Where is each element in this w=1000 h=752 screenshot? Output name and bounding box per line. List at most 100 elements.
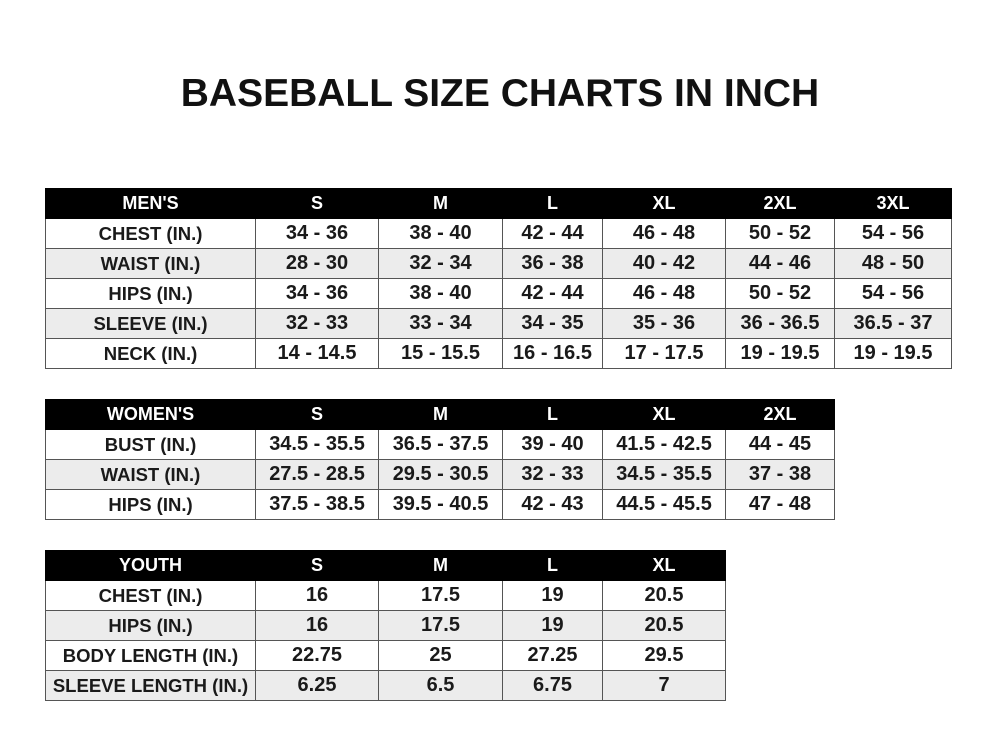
size-header: L	[502, 188, 603, 219]
size-value: 19 - 19.5	[725, 338, 835, 369]
page-title: BASEBALL SIZE CHARTS IN INCH	[180, 72, 820, 115]
size-value: 16 - 16.5	[502, 338, 603, 369]
table-row: HIPS (IN.) 37.5 - 38.5 39.5 - 40.5 42 - 43 4…	[45, 489, 835, 520]
youth-size-table: YOUTH S M L XL CHEST (IN.) 16 17.5 19 20.5 HIPS (I…	[45, 550, 726, 701]
size-value: 19	[502, 580, 603, 611]
size-header: M	[378, 188, 503, 219]
size-value: 36 - 38	[502, 248, 603, 279]
header-row: YOUTH S M L XL	[45, 550, 726, 581]
size-header: L	[502, 399, 603, 430]
measurement-label: SLEEVE LENGTH (IN.)	[45, 670, 256, 701]
measurement-label: BUST (IN.)	[45, 429, 256, 460]
measurement-label: HIPS (IN.)	[45, 610, 256, 641]
table-row: CHEST (IN.) 34 - 36 38 - 40 42 - 44 46 - 48 5…	[45, 218, 952, 249]
size-value: 44 - 45	[725, 429, 835, 460]
size-value: 34.5 - 35.5	[255, 429, 379, 460]
size-value: 15 - 15.5	[378, 338, 503, 369]
size-header: 2XL	[725, 188, 835, 219]
table-row: CHEST (IN.) 16 17.5 19 20.5	[45, 580, 726, 611]
size-value: 17.5	[378, 580, 503, 611]
measurement-label: CHEST (IN.)	[45, 580, 256, 611]
mens-size-table: MEN'S S M L XL 2XL 3XL CHEST (IN.) 34 - 36 38 - 4…	[45, 188, 952, 369]
size-value: 6.25	[255, 670, 379, 701]
table-row: HIPS (IN.) 34 - 36 38 - 40 42 - 44 46 - 48 50…	[45, 278, 952, 309]
size-value: 42 - 44	[502, 218, 603, 249]
header-row: WOMEN'S S M L XL 2XL	[45, 399, 835, 430]
measurement-label: HIPS (IN.)	[45, 278, 256, 309]
size-header: 2XL	[725, 399, 835, 430]
size-value: 19 - 19.5	[834, 338, 952, 369]
size-value: 50 - 52	[725, 218, 835, 249]
size-value: 54 - 56	[834, 218, 952, 249]
size-header: S	[255, 188, 379, 219]
size-value: 34 - 36	[255, 278, 379, 309]
size-header: 3XL	[834, 188, 952, 219]
size-value: 7	[602, 670, 726, 701]
size-value: 42 - 43	[502, 489, 603, 520]
size-value: 27.5 - 28.5	[255, 459, 379, 490]
size-value: 40 - 42	[602, 248, 726, 279]
size-value: 36 - 36.5	[725, 308, 835, 339]
size-header: S	[255, 550, 379, 581]
size-value: 35 - 36	[602, 308, 726, 339]
size-value: 42 - 44	[502, 278, 603, 309]
size-value: 29.5	[602, 640, 726, 671]
size-value: 44 - 46	[725, 248, 835, 279]
table-row: BODY LENGTH (IN.) 22.75 25 27.25 29.5	[45, 640, 726, 671]
size-value: 37.5 - 38.5	[255, 489, 379, 520]
size-value: 41.5 - 42.5	[602, 429, 726, 460]
size-value: 36.5 - 37	[834, 308, 952, 339]
size-header: M	[378, 399, 503, 430]
size-header: XL	[602, 550, 726, 581]
size-value: 17 - 17.5	[602, 338, 726, 369]
womens-size-table: WOMEN'S S M L XL 2XL BUST (IN.) 34.5 - 35.5 36.5…	[45, 399, 835, 520]
table-row: WAIST (IN.) 28 - 30 32 - 34 36 - 38 40 - 42 4…	[45, 248, 952, 279]
table-row: HIPS (IN.) 16 17.5 19 20.5	[45, 610, 726, 641]
header-row: MEN'S S M L XL 2XL 3XL	[45, 188, 952, 219]
size-value: 20.5	[602, 580, 726, 611]
size-value: 29.5 - 30.5	[378, 459, 503, 490]
measurement-label: CHEST (IN.)	[45, 218, 256, 249]
size-value: 20.5	[602, 610, 726, 641]
table-row: SLEEVE LENGTH (IN.) 6.25 6.5 6.75 7	[45, 670, 726, 701]
size-value: 19	[502, 610, 603, 641]
category-header: MEN'S	[45, 188, 256, 219]
table-row: SLEEVE (IN.) 32 - 33 33 - 34 34 - 35 35 - 36…	[45, 308, 952, 339]
size-value: 6.5	[378, 670, 503, 701]
size-value: 46 - 48	[602, 278, 726, 309]
measurement-label: BODY LENGTH (IN.)	[45, 640, 256, 671]
size-value: 50 - 52	[725, 278, 835, 309]
size-value: 6.75	[502, 670, 603, 701]
measurement-label: HIPS (IN.)	[45, 489, 256, 520]
measurement-label: WAIST (IN.)	[45, 248, 256, 279]
size-header: XL	[602, 188, 726, 219]
size-value: 36.5 - 37.5	[378, 429, 503, 460]
size-value: 16	[255, 580, 379, 611]
size-value: 14 - 14.5	[255, 338, 379, 369]
size-value: 46 - 48	[602, 218, 726, 249]
size-value: 33 - 34	[378, 308, 503, 339]
size-value: 25	[378, 640, 503, 671]
size-value: 22.75	[255, 640, 379, 671]
table-row: NECK (IN.) 14 - 14.5 15 - 15.5 16 - 16.5 17 …	[45, 338, 952, 369]
size-value: 16	[255, 610, 379, 641]
size-value: 34.5 - 35.5	[602, 459, 726, 490]
size-value: 32 - 33	[255, 308, 379, 339]
table-row: WAIST (IN.) 27.5 - 28.5 29.5 - 30.5 32 - 33…	[45, 459, 835, 490]
size-value: 54 - 56	[834, 278, 952, 309]
size-value: 39 - 40	[502, 429, 603, 460]
size-value: 32 - 34	[378, 248, 503, 279]
size-header: L	[502, 550, 603, 581]
measurement-label: SLEEVE (IN.)	[45, 308, 256, 339]
size-value: 28 - 30	[255, 248, 379, 279]
size-value: 34 - 36	[255, 218, 379, 249]
size-value: 27.25	[502, 640, 603, 671]
size-value: 17.5	[378, 610, 503, 641]
category-header: YOUTH	[45, 550, 256, 581]
category-header: WOMEN'S	[45, 399, 256, 430]
measurement-label: WAIST (IN.)	[45, 459, 256, 490]
measurement-label: NECK (IN.)	[45, 338, 256, 369]
size-value: 48 - 50	[834, 248, 952, 279]
size-header: XL	[602, 399, 726, 430]
size-value: 38 - 40	[378, 218, 503, 249]
